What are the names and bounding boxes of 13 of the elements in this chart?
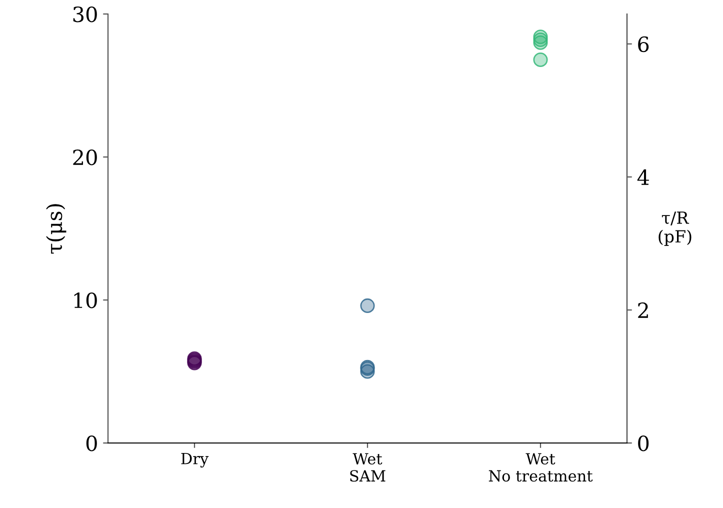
x-tick-label: Wet No treatment — [488, 453, 593, 482]
y-tick-label: 20 — [73, 149, 97, 166]
y-axis-title: τ(μs) — [46, 204, 66, 254]
y2-tick-label: 2 — [638, 302, 648, 318]
y-tick-label: 30 — [73, 6, 97, 22]
y2-tick-label: 4 — [637, 169, 649, 185]
y-tick-label: 10 — [74, 292, 97, 308]
y2-tick-label: 0 — [638, 435, 649, 452]
x-tick-label: Wet SAM — [350, 453, 386, 482]
y2-axis-title: τ/R (pF) — [658, 212, 692, 246]
x-tick-label: Dry — [181, 452, 209, 468]
y2-tick-label: 6 — [638, 36, 649, 52]
y-tick-label: 0 — [86, 435, 97, 452]
